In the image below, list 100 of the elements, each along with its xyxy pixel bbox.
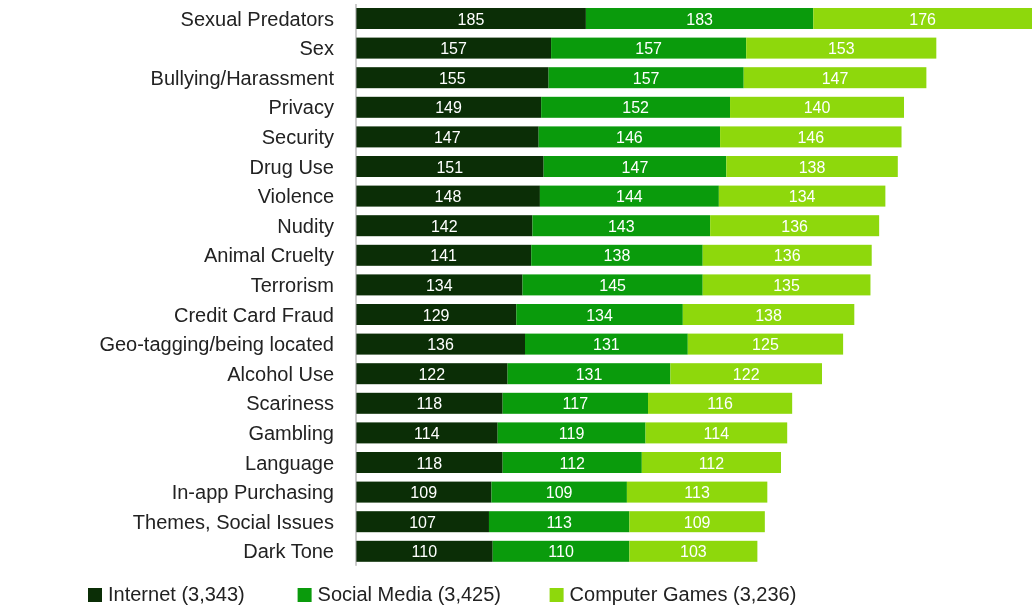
data-label: 183: [686, 10, 714, 28]
bar: [356, 67, 549, 89]
data-label: 109: [683, 513, 711, 531]
y-tick-label: Violence: [257, 185, 334, 208]
bar: [356, 363, 508, 385]
y-tick-label: Geo-tagging/being located: [99, 333, 334, 356]
bar: [356, 540, 493, 562]
legend-label: Social Media (3,425): [317, 583, 502, 605]
bar: [502, 452, 642, 473]
bar: [585, 8, 814, 29]
bar: [356, 156, 544, 177]
bar: [507, 363, 671, 385]
y-tick-label: Scariness: [246, 392, 334, 415]
data-label: 114: [703, 424, 730, 442]
bar: [813, 8, 1032, 29]
data-label: 107: [409, 513, 436, 531]
bar: [718, 185, 886, 207]
bar: [356, 126, 539, 148]
data-label: 118: [416, 395, 443, 413]
data-label: 136: [773, 247, 801, 265]
bar: [670, 363, 822, 385]
y-tick-label: Credit Card Fraud: [173, 303, 334, 326]
data-label: 131: [575, 365, 603, 383]
data-label: 185: [457, 10, 485, 28]
bar: [687, 333, 844, 355]
data-label: 136: [427, 336, 454, 354]
data-label: 118: [416, 454, 443, 472]
bar: [710, 215, 880, 237]
bar: [648, 392, 793, 414]
bar: [356, 274, 523, 296]
bar: [356, 333, 525, 355]
y-tick-label: Privacy: [268, 96, 334, 119]
data-label: 110: [548, 543, 574, 561]
data-label: 147: [621, 158, 649, 176]
bar: [356, 37, 552, 59]
data-label: 103: [680, 543, 707, 561]
data-label: 143: [607, 217, 635, 235]
data-label: 125: [752, 336, 779, 354]
bar: [532, 215, 711, 237]
data-label: 144: [616, 188, 643, 206]
bar: [629, 540, 758, 562]
bar: [551, 37, 747, 59]
bar: [356, 422, 498, 444]
y-tick-label: Sexual Predators: [180, 7, 334, 30]
y-tick-label: Bullying/Harassment: [150, 66, 335, 89]
data-label: 176: [909, 10, 937, 28]
bar: [516, 304, 683, 325]
y-tick-label: Terrorism: [250, 273, 334, 296]
y-tick-label: Security: [261, 125, 334, 148]
data-label: 112: [559, 454, 586, 472]
data-label: 138: [798, 158, 826, 176]
bar: [548, 67, 744, 89]
y-tick-label: Nudity: [277, 214, 334, 237]
data-label: 116: [707, 395, 733, 413]
y-tick-label: Dark Tone: [243, 540, 334, 563]
bar: [641, 452, 781, 473]
data-label: 142: [430, 217, 458, 235]
data-label: 146: [616, 128, 643, 146]
data-label: 157: [440, 40, 467, 58]
bar: [543, 156, 727, 177]
bar: [356, 392, 503, 414]
bar: [531, 244, 703, 266]
data-label: 131: [593, 336, 620, 354]
bar: [356, 481, 492, 503]
bar: [522, 274, 703, 296]
data-label: 114: [414, 424, 440, 442]
data-label: 146: [797, 128, 825, 146]
data-label: 109: [410, 484, 438, 502]
bar: [626, 481, 768, 503]
bar: [356, 185, 540, 207]
data-label: 113: [684, 484, 710, 502]
data-label: 134: [425, 276, 453, 294]
y-tick-label: Language: [245, 451, 334, 474]
data-label: 122: [418, 365, 446, 383]
data-label: 122: [732, 365, 760, 383]
data-label: 109: [545, 484, 573, 502]
data-label: 134: [586, 306, 613, 324]
bar: [492, 540, 630, 562]
legend-label: Computer Games (3,236): [569, 583, 797, 605]
data-label: 148: [434, 188, 462, 206]
data-label: 149: [435, 99, 463, 117]
data-label: 138: [603, 247, 631, 265]
bar: [525, 333, 688, 355]
data-label: 136: [781, 217, 809, 235]
bar: [720, 126, 902, 148]
bar: [539, 185, 719, 207]
bar: [538, 126, 721, 148]
y-tick-label: Sex: [299, 37, 334, 60]
bar: [541, 96, 731, 118]
data-label: 152: [622, 99, 650, 117]
data-label: 117: [562, 395, 589, 413]
legend-label: Internet (3,343): [108, 583, 245, 605]
bar: [730, 96, 905, 118]
bar: [702, 244, 872, 266]
bar: [491, 481, 627, 503]
y-tick-label: Gambling: [248, 421, 334, 444]
data-label: 147: [821, 69, 849, 87]
y-tick-label: Drug Use: [249, 155, 334, 178]
data-label: 134: [788, 188, 816, 206]
bar: [743, 67, 927, 89]
